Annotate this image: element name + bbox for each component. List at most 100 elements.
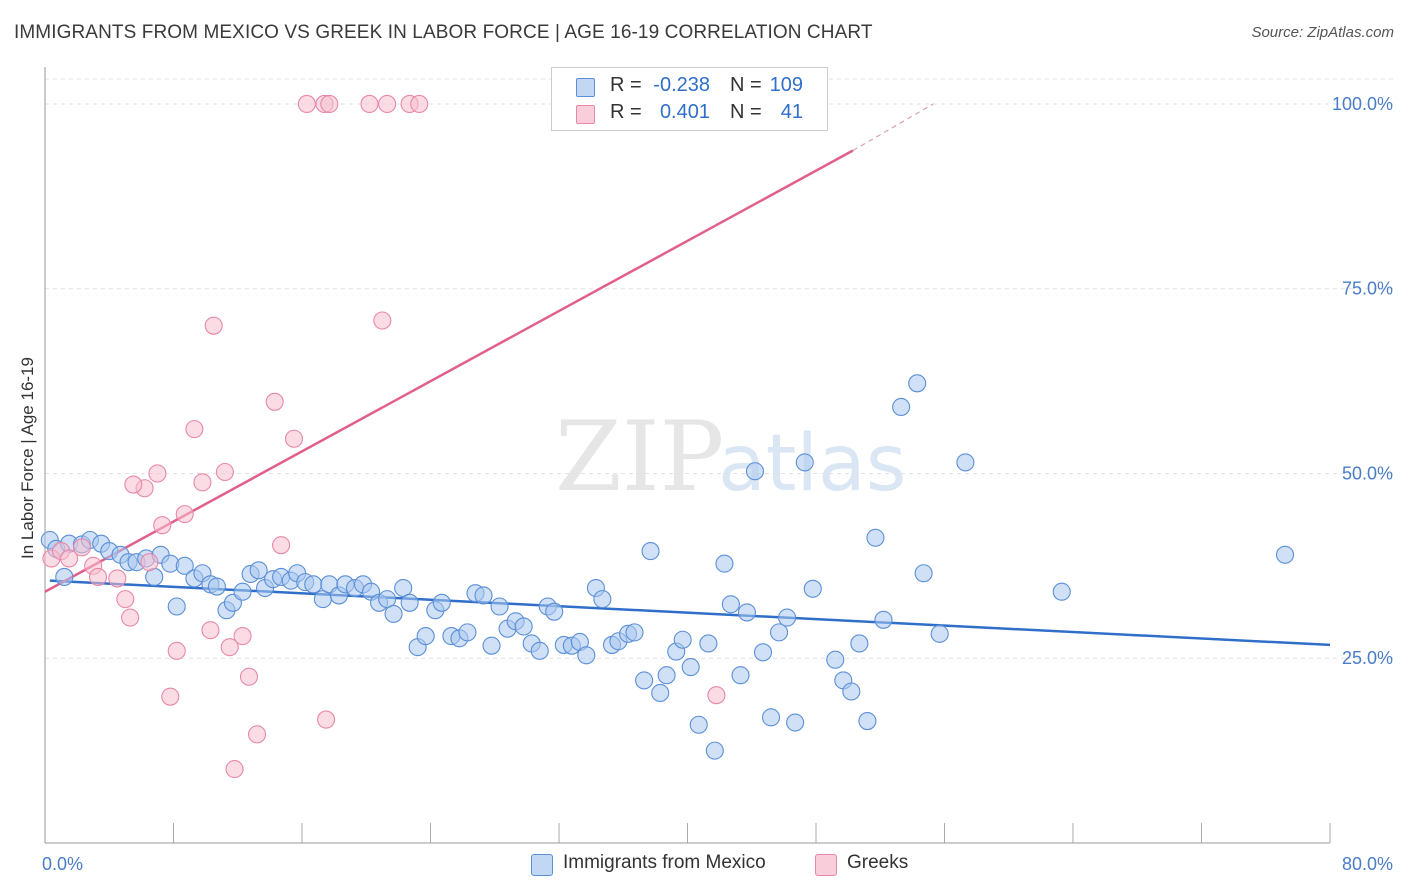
point-greek xyxy=(60,549,79,568)
point-greek xyxy=(320,94,339,114)
point-greek xyxy=(360,94,379,114)
legend-r-label: R = xyxy=(610,74,642,96)
point-mexico xyxy=(850,634,869,653)
correlation-legend: R = -0.238 N = 109 R = 0.401 N = 41 xyxy=(551,67,828,131)
point-mexico xyxy=(761,708,781,727)
point-mexico xyxy=(207,577,226,596)
point-mexico xyxy=(689,715,708,734)
point-mexico xyxy=(1052,582,1071,601)
point-greek xyxy=(161,687,180,706)
point-mexico xyxy=(416,627,435,646)
legend-n-value: 109 xyxy=(769,74,803,96)
point-greek xyxy=(204,316,223,335)
legend-r-value: 0.401 xyxy=(659,101,710,123)
chart-title: IMMIGRANTS FROM MEXICO VS GREEK IN LABOR… xyxy=(14,22,873,43)
point-greek xyxy=(225,760,244,779)
point-mexico xyxy=(304,575,323,594)
series-swatch-mexico xyxy=(531,854,553,876)
point-greek xyxy=(116,590,135,609)
point-greek xyxy=(140,553,159,572)
legend-swatch-greek xyxy=(576,105,595,124)
point-mexico xyxy=(233,582,252,601)
point-mexico xyxy=(753,643,773,662)
legend-n-label: N = xyxy=(730,74,762,96)
point-greek xyxy=(272,536,291,555)
watermark: ZIP atlas xyxy=(555,401,907,513)
y-tick-label: 50.0% xyxy=(1342,463,1393,483)
point-mexico xyxy=(770,623,789,642)
point-mexico xyxy=(657,666,676,685)
point-greek xyxy=(373,311,392,330)
trend-line-greek-extension xyxy=(852,103,934,152)
legend-swatch-mexico xyxy=(576,78,595,97)
point-greek xyxy=(185,420,204,439)
points-greeks xyxy=(42,94,726,779)
point-mexico xyxy=(432,593,451,612)
point-mexico xyxy=(482,636,501,655)
legend-n-value: 41 xyxy=(780,101,803,123)
y-tick-label: 25.0% xyxy=(1342,648,1393,668)
point-mexico xyxy=(858,712,877,731)
point-mexico xyxy=(778,608,797,627)
point-mexico xyxy=(930,624,949,643)
point-mexico xyxy=(715,554,734,573)
point-greek xyxy=(378,94,397,114)
point-mexico xyxy=(167,597,186,616)
point-greek xyxy=(220,638,239,657)
legend-n-label: N = xyxy=(730,101,762,123)
y-tick-label: 75.0% xyxy=(1342,279,1393,299)
point-mexico xyxy=(530,641,549,660)
point-greek xyxy=(167,641,186,660)
point-mexico xyxy=(651,683,670,703)
point-mexico xyxy=(474,586,493,605)
series-label-mexico: Immigrants from Mexico xyxy=(563,852,766,873)
point-mexico xyxy=(731,666,750,685)
point-mexico xyxy=(795,453,814,472)
watermark-zip: ZIP xyxy=(555,401,724,513)
point-mexico xyxy=(892,397,911,417)
point-mexico xyxy=(249,561,268,580)
point-mexico xyxy=(514,617,533,636)
point-greek xyxy=(72,538,91,557)
point-greek xyxy=(193,473,212,492)
trend-lines xyxy=(44,103,1331,647)
point-mexico xyxy=(956,453,975,472)
y-tick-label: 100.0% xyxy=(1332,94,1393,114)
point-greek xyxy=(317,710,336,729)
series-legend: Immigrants from Mexico Greeks xyxy=(0,852,1406,878)
point-mexico xyxy=(458,623,477,642)
series-swatch-greek xyxy=(815,854,837,876)
point-mexico xyxy=(914,564,933,583)
point-greek xyxy=(215,462,234,482)
point-mexico xyxy=(175,556,194,575)
point-mexico xyxy=(681,658,700,677)
point-mexico xyxy=(641,542,660,561)
point-greek xyxy=(108,569,127,588)
point-mexico xyxy=(490,597,509,616)
point-mexico xyxy=(384,604,403,623)
point-mexico xyxy=(866,528,885,547)
point-greek xyxy=(410,94,429,114)
points-immigrants-from-mexico xyxy=(40,374,1295,760)
tick-labels: 25.0% 50.0% 75.0% 100.0% 0.0% 80.0% xyxy=(42,94,1393,874)
point-greek xyxy=(233,627,252,646)
point-mexico xyxy=(635,671,654,690)
point-mexico xyxy=(673,630,692,649)
point-mexico xyxy=(721,595,740,614)
point-greek xyxy=(201,621,220,640)
point-mexico xyxy=(699,634,718,653)
point-mexico xyxy=(803,579,822,598)
x-tick-label: 0.0% xyxy=(42,854,83,874)
point-greek xyxy=(124,475,143,494)
point-greek xyxy=(121,608,140,627)
point-mexico xyxy=(826,650,845,669)
point-mexico xyxy=(577,646,596,665)
point-mexico xyxy=(545,602,564,621)
x-tick-label: 80.0% xyxy=(1342,854,1393,874)
y-axis-label: In Labor Force | Age 16-19 xyxy=(18,357,37,559)
point-greek xyxy=(239,667,259,686)
point-mexico xyxy=(593,590,612,609)
point-greek xyxy=(707,686,726,705)
point-mexico xyxy=(786,713,805,732)
